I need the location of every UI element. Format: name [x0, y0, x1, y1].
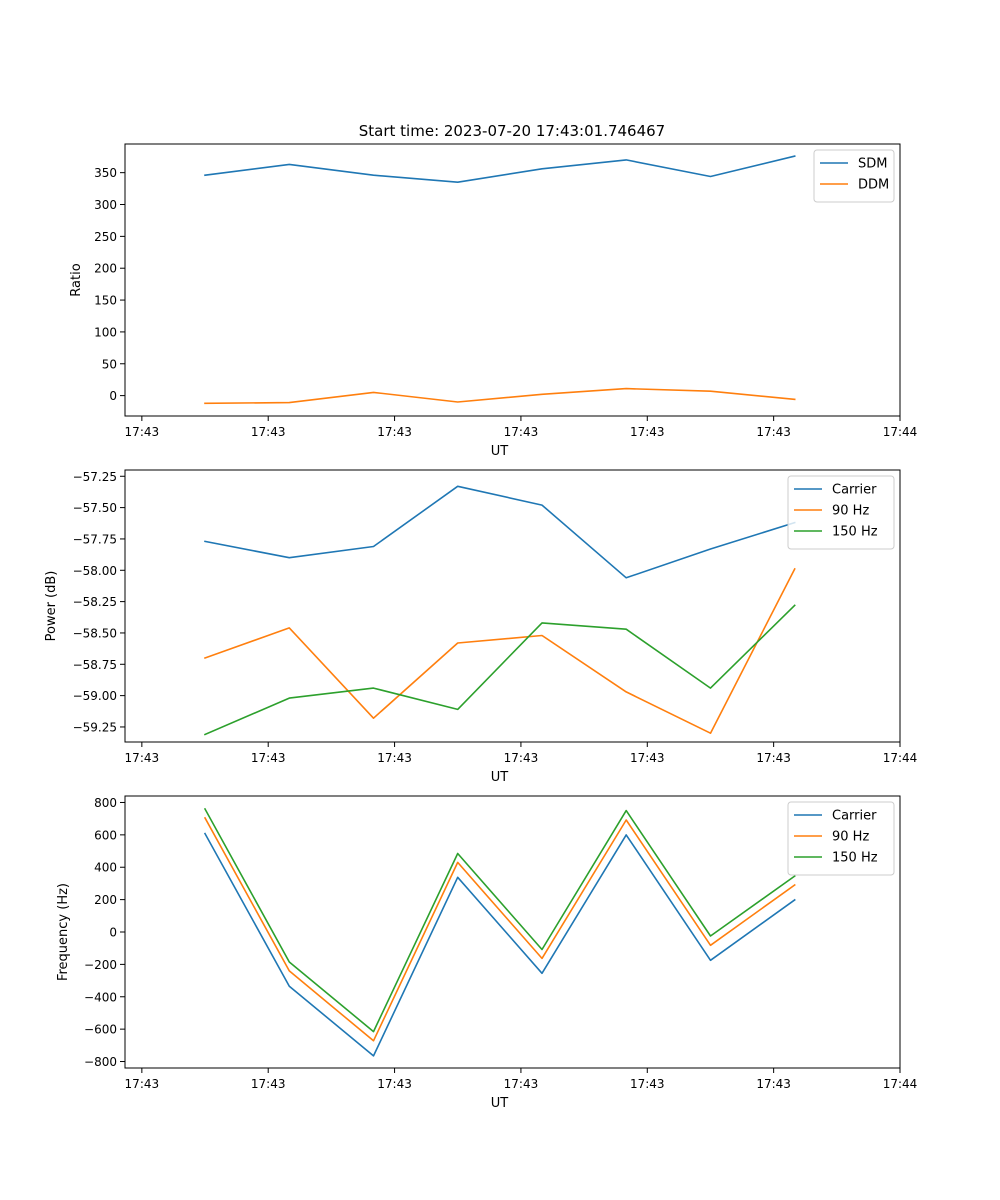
x-axis-label: UT — [491, 1096, 509, 1111]
y-tick-label: −59.00 — [73, 689, 117, 703]
series-line-carrier — [203, 832, 796, 1057]
x-tick-label: 17:43 — [251, 1077, 286, 1091]
x-tick-label: 17:43 — [630, 425, 665, 439]
y-tick-label: −57.75 — [73, 532, 117, 546]
legend: Carrier 90 Hz 150 Hz — [787, 801, 895, 876]
y-tick-label: 400 — [94, 861, 117, 875]
axes-frame — [124, 143, 901, 417]
chart-panel-2: 17:43 17:43 17:43 17:43 17:43 17:43 17:44 −59.2… — [44, 469, 918, 785]
x-tick-label: 17:43 — [630, 1077, 665, 1091]
y-tick-label: 100 — [94, 325, 117, 339]
x-tick-label: 17:43 — [504, 425, 539, 439]
y-tick-label: −400 — [84, 990, 117, 1004]
y-tick-label: −58.50 — [73, 626, 117, 640]
y-tick-label: 350 — [94, 166, 117, 180]
y-tick-label: −59.25 — [73, 720, 117, 734]
series-line-150-hz — [203, 807, 796, 1033]
chart-panel-3: 17:43 17:43 17:43 17:43 17:43 17:43 17:44 −800 −… — [56, 795, 918, 1111]
y-tick-label: −58.00 — [73, 564, 117, 578]
y-tick-label: −57.25 — [73, 470, 117, 484]
y-tick-label: 300 — [94, 198, 117, 212]
y-axis-label: Power (dB) — [44, 571, 59, 642]
x-tick-label: 17:43 — [377, 751, 412, 765]
x-axis-label: UT — [491, 444, 509, 459]
legend-label: 90 Hz — [832, 504, 869, 519]
y-tick-label: 150 — [94, 294, 117, 308]
axes-frame — [124, 469, 901, 743]
x-tick-label: 17:44 — [883, 1077, 918, 1091]
legend: Carrier 90 Hz 150 Hz — [787, 475, 895, 550]
series-line-ddm — [204, 387, 796, 405]
y-axis-label: Ratio — [69, 263, 84, 296]
series-line-sdm — [204, 155, 796, 183]
y-tick-label: 0 — [109, 926, 117, 940]
y-axis-label: Frequency (Hz) — [56, 883, 71, 981]
series-line-150-hz — [203, 604, 796, 736]
legend-label: Carrier — [832, 809, 877, 824]
x-tick-label: 17:43 — [125, 751, 160, 765]
legend-label: 150 Hz — [832, 851, 878, 866]
y-tick-label: 800 — [94, 796, 117, 810]
x-tick-label: 17:43 — [630, 751, 665, 765]
series-line-90-hz — [203, 567, 796, 735]
x-tick-label: 17:43 — [125, 1077, 160, 1091]
y-tick-label: 0 — [109, 389, 117, 403]
chart-panel-1: 17:43 17:43 17:43 17:43 17:43 17:43 17:44 0 50 10… — [69, 143, 918, 459]
y-tick-label: −57.50 — [73, 501, 117, 515]
y-tick-label: 200 — [94, 893, 117, 907]
legend-label: Carrier — [832, 483, 877, 498]
series-line-carrier — [204, 485, 796, 579]
x-tick-label: 17:43 — [756, 425, 791, 439]
figure-title: Start time: 2023-07-20 17:43:01.746467 — [359, 122, 665, 140]
y-tick-label: 250 — [94, 230, 117, 244]
legend-label: SDM — [858, 157, 887, 172]
x-tick-label: 17:44 — [883, 751, 918, 765]
x-tick-label: 17:44 — [883, 425, 918, 439]
y-tick-label: 200 — [94, 262, 117, 276]
y-tick-label: −200 — [84, 958, 117, 972]
y-tick-label: −58.75 — [73, 658, 117, 672]
x-tick-label: 17:43 — [756, 751, 791, 765]
legend-label: 150 Hz — [832, 525, 878, 540]
legend-label: 90 Hz — [832, 830, 869, 845]
y-tick-label: −58.25 — [73, 595, 117, 609]
x-tick-label: 17:43 — [504, 1077, 539, 1091]
x-tick-label: 17:43 — [251, 425, 286, 439]
x-tick-label: 17:43 — [756, 1077, 791, 1091]
y-tick-label: 50 — [102, 357, 117, 371]
x-axis-label: UT — [491, 770, 509, 785]
x-tick-label: 17:43 — [377, 425, 412, 439]
y-tick-label: −600 — [84, 1023, 117, 1037]
x-tick-label: 17:43 — [125, 425, 160, 439]
legend-label: DDM — [858, 178, 889, 193]
y-tick-label: 600 — [94, 828, 117, 842]
legend: SDM DDM — [813, 149, 895, 203]
y-tick-label: −800 — [84, 1055, 117, 1069]
series-line-90-hz — [203, 816, 796, 1042]
x-tick-label: 17:43 — [504, 751, 539, 765]
x-tick-label: 17:43 — [377, 1077, 412, 1091]
x-tick-label: 17:43 — [251, 751, 286, 765]
